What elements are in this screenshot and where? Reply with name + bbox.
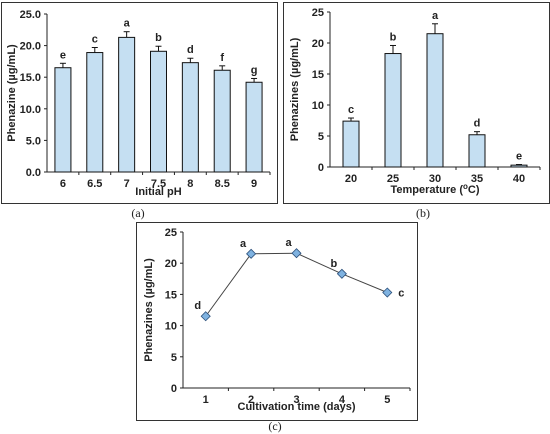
caption-c: (c) [268,419,282,433]
chart-a-significance-letter: e [60,49,66,61]
chart-c-point [246,248,257,259]
chart-b-y-tick-label: 0 [318,162,324,174]
chart-c-point [382,287,393,298]
chart-b-significance-letter: b [390,31,397,43]
chart-a-x-axis-label: Initial pH [135,186,182,198]
chart-a-x-tick-label: 6 [60,178,66,190]
chart-b-x-axis-label: Temperature (oC) [390,182,479,196]
panel-b [283,2,550,204]
chart-b-y-tick-label: 20 [312,38,324,50]
chart-c-y-tick-label: 5 [171,352,177,364]
chart-a-x-tick-label: 7 [124,178,130,190]
chart-b-x-axis-label-suffix: C) [468,184,480,196]
chart-a-x-tick-label: 8 [187,178,193,190]
chart-c-y-tick-label: 15 [165,289,177,301]
chart-a-x-tick-label: 6.5 [87,178,102,190]
chart-a-y-tick-label: 10.0 [20,104,41,116]
chart-b-significance-letter: d [474,118,481,130]
chart-c-point [336,268,347,279]
chart-c-y-tick-label: 20 [165,258,177,270]
chart-a-y-tick-label: 0.0 [26,167,41,179]
chart-b-y-tick-label: 15 [312,69,324,81]
chart-b-significance-letter: a [432,10,439,22]
chart-a-significance-letter: a [124,18,131,30]
chart-c-significance-letter: b [331,258,338,270]
chart-b-x-tick-label: 20 [345,173,357,185]
chart-b-significance-letter: e [516,151,522,163]
chart-a-y-axis-label: Phenazine (µg/mL) [6,44,18,142]
caption-a: (a) [131,206,145,220]
chart-c-series-line [205,252,388,317]
chart-c-x-tick-label: 5 [384,394,390,406]
chart-c-significance-letter: a [240,238,247,250]
caption-b: (b) [416,206,430,220]
chart-c-y-tick-label: 10 [165,321,177,333]
chart-a-y-tick-label: 25.0 [20,9,41,21]
chart-c-x-tick-label: 4 [339,394,346,406]
chart-c-point [200,311,211,322]
chart-b-y-axis-label: Phenazines (µg/mL) [289,37,301,141]
chart-b-x-tick-label: 40 [513,173,525,185]
chart-a-y-tick-label: 15.0 [20,72,41,84]
chart-a-x-tick-label: 7.5 [151,178,166,190]
chart-a-y-tick-label: 5.0 [26,135,41,147]
chart-a-significance-letter: d [187,44,194,56]
chart-c-x-axis-label: Cultivation time (days) [238,401,356,413]
chart-a-significance-letter: f [220,52,224,64]
chart-c-significance-letter: d [194,300,201,312]
chart-b-x-tick-label: 30 [429,173,441,185]
chart-c-point [291,248,302,259]
chart-c-significance-letter: c [398,288,404,300]
chart-a-x-tick-label: 8.5 [215,178,230,190]
chart-b-significance-letter: c [348,104,354,116]
chart-b-x-axis-label-sup: o [463,182,468,191]
chart-a-significance-letter: g [251,64,258,76]
chart-b-y-tick-label: 25 [312,7,324,19]
chart-a-x-tick-label: 9 [251,178,257,190]
chart-b-x-tick-label: 25 [387,173,399,185]
chart-a-significance-letter: c [92,33,98,45]
chart-c-x-tick-label: 2 [248,394,254,406]
chart-b-x-tick-label: 35 [471,173,483,185]
chart-c-y-tick-label: 0 [171,383,177,395]
chart-a-y-tick-label: 20.0 [20,41,41,53]
chart-c-y-axis-label: Phenazines (µg/mL) [143,258,155,362]
chart-a-significance-letter: b [155,32,162,44]
chart-c-y-tick-label: 25 [165,227,177,239]
chart-c-significance-letter: a [285,237,292,249]
chart-c-x-tick-label: 3 [293,394,299,406]
chart-b-y-tick-label: 5 [318,131,324,143]
chart-b-y-tick-label: 10 [312,100,324,112]
chart-b-x-axis-label-prefix: Temperature ( [390,184,463,196]
chart-c-x-tick-label: 1 [203,394,209,406]
